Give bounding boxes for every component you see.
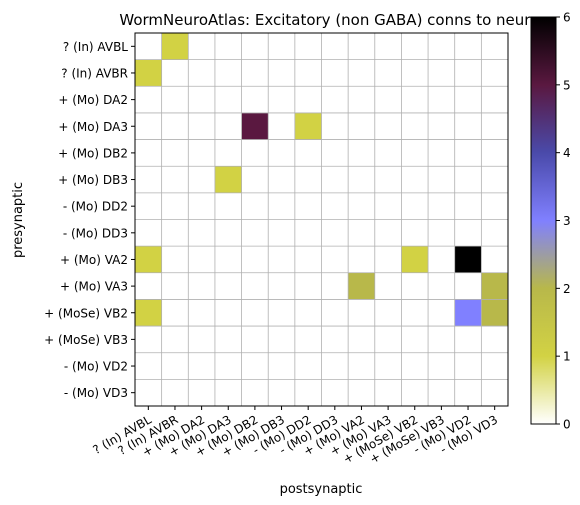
colorbar-tick-label: 2 bbox=[563, 282, 571, 296]
y-tick-label: + (Mo) VA2 bbox=[60, 253, 128, 267]
y-tick-label: - (Mo) DD2 bbox=[63, 200, 128, 214]
colorbar-tick-label: 5 bbox=[563, 78, 571, 92]
y-tick-label: + (Mo) VA3 bbox=[60, 280, 128, 294]
y-tick-labels: ? (In) AVBL ? (In) AVBR + (Mo) DA2 + (Mo) D… bbox=[44, 40, 135, 400]
y-tick-label: ? (In) AVBL bbox=[63, 40, 128, 54]
colorbar-tick-label: 6 bbox=[563, 11, 571, 25]
heatmap-cell bbox=[481, 272, 508, 300]
heatmap-grid bbox=[135, 33, 508, 406]
y-tick-label: ? (In) AVBR bbox=[61, 66, 128, 80]
colorbar bbox=[530, 16, 557, 425]
y-tick-label: + (Mo) DB3 bbox=[58, 173, 128, 187]
y-tick-label: + (Mo) DA3 bbox=[58, 120, 128, 134]
y-tick-label: - (Mo) DD3 bbox=[63, 226, 128, 240]
heatmap-cell bbox=[294, 112, 322, 140]
plot-frame bbox=[134, 32, 509, 407]
y-axis-label: presynaptic bbox=[11, 182, 26, 258]
chart-title: WormNeuroAtlas: Excitatory (non GABA) co… bbox=[119, 11, 556, 29]
colorbar-tick-label: 4 bbox=[563, 146, 571, 160]
heatmap-cell bbox=[214, 166, 242, 193]
colorbar-tick-label: 0 bbox=[563, 418, 571, 432]
colorbar-tick-label: 1 bbox=[563, 350, 571, 364]
heatmap-cell bbox=[481, 299, 508, 327]
heatmap-cell bbox=[241, 112, 269, 140]
colorbar-tick-label: 3 bbox=[563, 214, 571, 228]
heatmap-cell bbox=[135, 299, 162, 327]
y-tick-label: + (Mo) DB2 bbox=[58, 146, 128, 160]
x-tick-labels: ? (In) AVBL? (In) AVBR+ (Mo) DA2+ (Mo) D… bbox=[90, 406, 500, 467]
heatmap-cell bbox=[401, 246, 429, 273]
x-axis-label: postsynaptic bbox=[280, 482, 363, 497]
heatmap-cell bbox=[135, 59, 162, 87]
y-tick-label: - (Mo) VD2 bbox=[64, 360, 128, 374]
heatmap-cell bbox=[161, 33, 189, 60]
y-tick-label: + (MoSe) VB3 bbox=[44, 333, 128, 347]
heatmap-cell bbox=[454, 299, 482, 327]
colorbar-ticks: 0 1 2 3 4 5 6 bbox=[556, 11, 571, 432]
heatmap-cell bbox=[135, 246, 162, 273]
y-tick-label: + (MoSe) VB2 bbox=[44, 306, 128, 320]
y-tick-label: + (Mo) DA2 bbox=[58, 93, 128, 107]
heatmap-cell bbox=[454, 246, 482, 273]
heatmap-cell bbox=[348, 272, 375, 300]
heatmap-cells bbox=[135, 33, 508, 327]
y-tick-label: - (Mo) VD3 bbox=[64, 386, 128, 400]
